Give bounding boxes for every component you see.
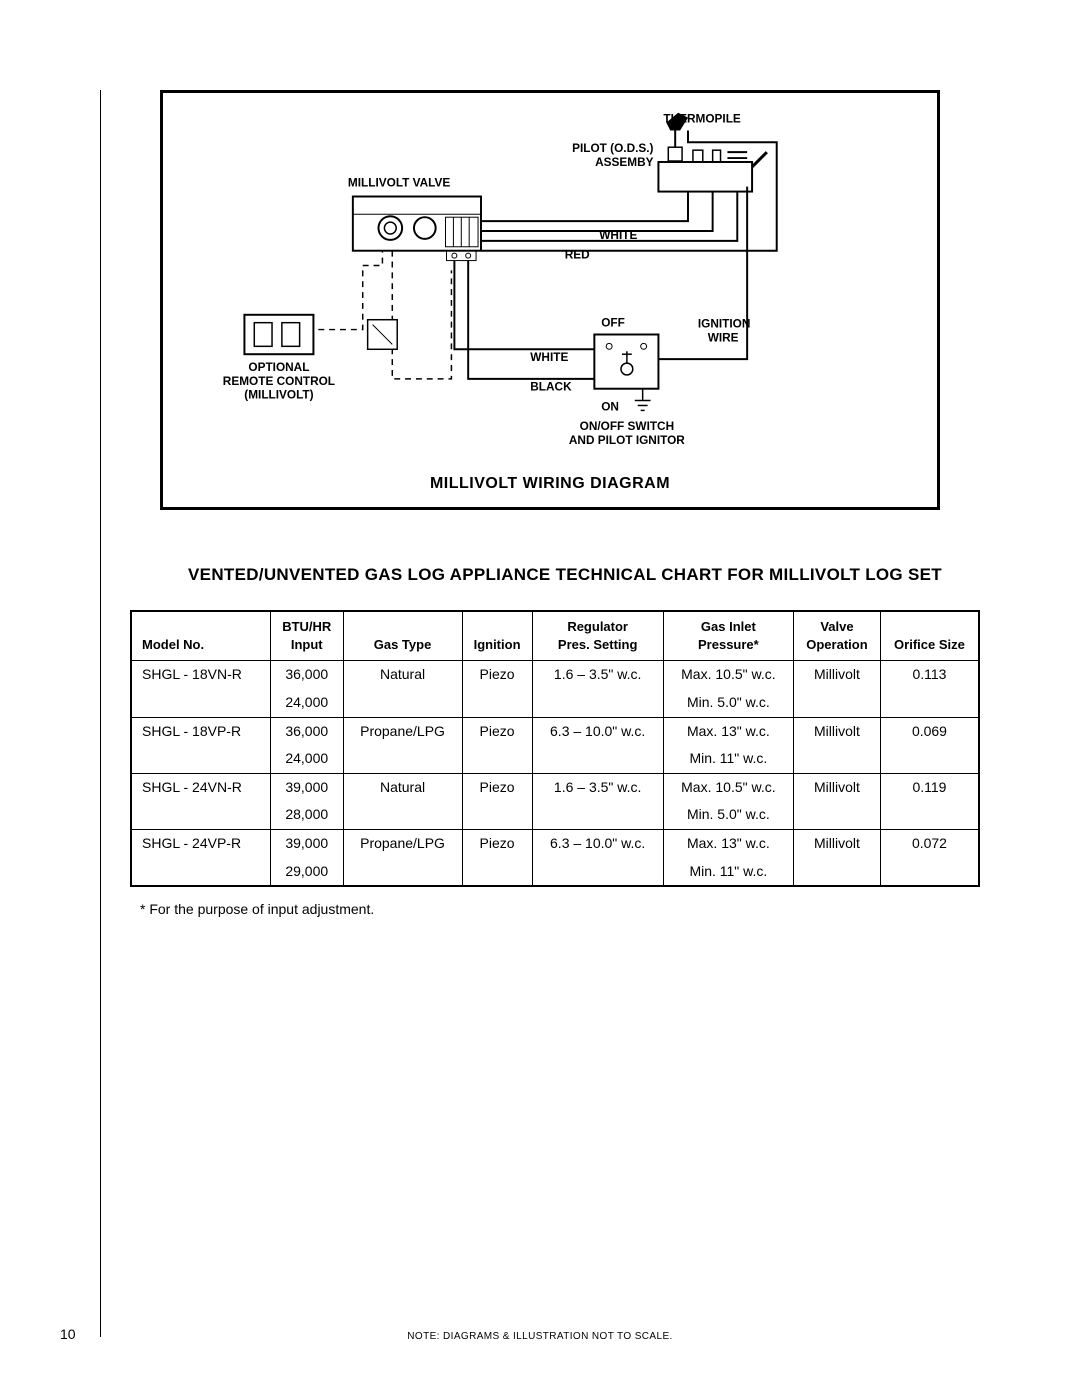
cell-model: SHGL - 24VP-R	[131, 829, 270, 857]
col-valve: ValveOperation	[793, 611, 880, 661]
label-ignition-l2: WIRE	[708, 330, 739, 344]
cell-model: SHGL - 24VN-R	[131, 773, 270, 801]
label-white-top: WHITE	[599, 228, 637, 242]
col-ignition: Ignition	[462, 611, 532, 661]
col-btu-l2: Input	[291, 637, 323, 652]
col-model: Model No.	[131, 611, 270, 661]
cell-btu: 36,000	[270, 717, 343, 745]
cell-reg: 6.3 – 10.0" w.c.	[532, 829, 663, 857]
cell-valve: Millivolt	[793, 829, 880, 857]
technical-chart-table: Model No. BTU/HRInput Gas Type Ignition …	[130, 610, 980, 887]
cell-press2: Min. 11" w.c.	[663, 858, 793, 887]
label-white-switch: WHITE	[530, 350, 568, 364]
cell-model: SHGL - 18VP-R	[131, 717, 270, 745]
cell-valve: Millivolt	[793, 717, 880, 745]
cell-ign: Piezo	[462, 773, 532, 801]
label-onoff-l2: AND PILOT IGNITOR	[569, 433, 685, 447]
page: MILLIVOLT VALVE THERMOPILE PILOT (O.D.S.…	[0, 0, 1080, 1397]
col-gas: Gas Type	[343, 611, 462, 661]
footer-note: NOTE: DIAGRAMS & ILLUSTRATION NOT TO SCA…	[0, 1331, 1080, 1342]
cell-press: Max. 13" w.c.	[663, 717, 793, 745]
col-btu: BTU/HR Input	[270, 611, 343, 661]
cell-ign: Piezo	[462, 717, 532, 745]
label-pilot-l1: PILOT (O.D.S.)	[572, 141, 653, 155]
cell-model: SHGL - 18VN-R	[131, 661, 270, 689]
cell-btu: 36,000	[270, 661, 343, 689]
col-btu-l1: BTU/HR	[282, 619, 331, 634]
cell-orifice: 0.069	[880, 717, 979, 745]
wiring-diagram-box: MILLIVOLT VALVE THERMOPILE PILOT (O.D.S.…	[160, 90, 940, 510]
label-onoff-l1: ON/OFF SWITCH	[580, 419, 675, 433]
table-header-row: Model No. BTU/HRInput Gas Type Ignition …	[131, 611, 979, 661]
cell-btu2: 24,000	[270, 745, 343, 773]
cell-press: Max. 10.5" w.c.	[663, 661, 793, 689]
cell-reg: 1.6 – 3.5" w.c.	[532, 661, 663, 689]
col-press: Gas InletPressure*	[663, 611, 793, 661]
cell-orifice: 0.119	[880, 773, 979, 801]
cell-press2: Min. 5.0" w.c.	[663, 689, 793, 717]
label-optional-l2: REMOTE CONTROL	[223, 374, 335, 388]
table-row: 29,000 Min. 11" w.c.	[131, 858, 979, 887]
label-millivolt-valve: MILLIVOLT VALVE	[348, 176, 450, 190]
label-red: RED	[565, 248, 590, 262]
cell-btu2: 24,000	[270, 689, 343, 717]
cell-btu: 39,000	[270, 773, 343, 801]
cell-gas: Natural	[343, 661, 462, 689]
cell-orifice: 0.072	[880, 829, 979, 857]
table-row: SHGL - 24VP-R39,000Propane/LPGPiezo6.3 –…	[131, 829, 979, 857]
cell-gas: Propane/LPG	[343, 717, 462, 745]
label-off: OFF	[601, 316, 625, 330]
label-ignition-l1: IGNITION	[698, 317, 751, 331]
col-orifice: Orifice Size	[880, 611, 979, 661]
cell-reg: 6.3 – 10.0" w.c.	[532, 717, 663, 745]
cell-ign: Piezo	[462, 661, 532, 689]
diagram-title: MILLIVOLT WIRING DIAGRAM	[163, 475, 937, 493]
cell-press: Max. 13" w.c.	[663, 829, 793, 857]
label-optional-l3: (MILLIVOLT)	[244, 388, 313, 402]
cell-ign: Piezo	[462, 829, 532, 857]
table-row: 28,000 Min. 5.0" w.c.	[131, 801, 979, 829]
wiring-diagram-svg: MILLIVOLT VALVE THERMOPILE PILOT (O.D.S.…	[163, 93, 937, 507]
table-row: SHGL - 18VN-R36,000NaturalPiezo1.6 – 3.5…	[131, 661, 979, 689]
table-row: SHGL - 24VN-R39,000NaturalPiezo1.6 – 3.5…	[131, 773, 979, 801]
footnote: * For the purpose of input adjustment.	[140, 901, 1000, 917]
cell-press2: Min. 5.0" w.c.	[663, 801, 793, 829]
cell-valve: Millivolt	[793, 661, 880, 689]
label-black: BLACK	[530, 380, 572, 394]
cell-reg: 1.6 – 3.5" w.c.	[532, 773, 663, 801]
cell-gas: Natural	[343, 773, 462, 801]
cell-btu: 39,000	[270, 829, 343, 857]
optional-remote	[244, 315, 313, 354]
table-row: SHGL - 18VP-R36,000Propane/LPGPiezo6.3 –…	[131, 717, 979, 745]
cell-press2: Min. 11" w.c.	[663, 745, 793, 773]
label-on: ON	[601, 399, 619, 413]
label-optional-l1: OPTIONAL	[248, 360, 309, 374]
cell-press: Max. 10.5" w.c.	[663, 773, 793, 801]
cell-btu2: 29,000	[270, 858, 343, 887]
table-row: 24,000 Min. 5.0" w.c.	[131, 689, 979, 717]
cell-orifice: 0.113	[880, 661, 979, 689]
cell-gas: Propane/LPG	[343, 829, 462, 857]
label-thermopile: THERMOPILE	[663, 112, 741, 126]
side-rule	[100, 90, 101, 1337]
table-row: 24,000 Min. 11" w.c.	[131, 745, 979, 773]
col-reg: RegulatorPres. Setting	[532, 611, 663, 661]
cell-valve: Millivolt	[793, 773, 880, 801]
chart-title: VENTED/UNVENTED GAS LOG APPLIANCE TECHNI…	[130, 565, 1000, 585]
label-pilot-l2: ASSEMBY	[595, 155, 654, 169]
millivolt-valve	[353, 197, 481, 261]
cell-btu2: 28,000	[270, 801, 343, 829]
